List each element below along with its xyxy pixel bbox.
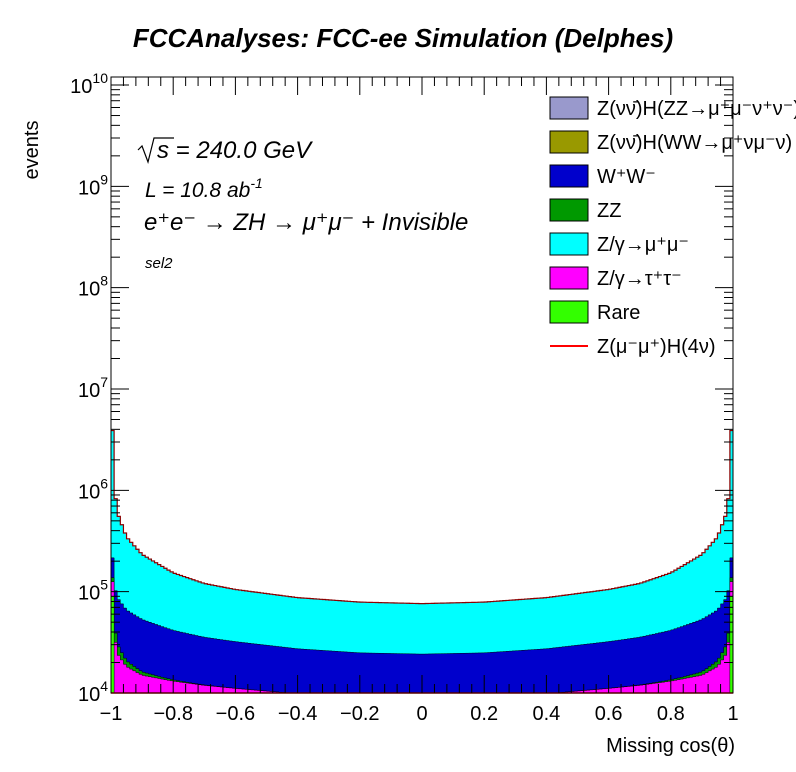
x-axis: −1 −0.8 −0.6 −0.4 −0.2 0 0.2 0.4 0.6 0.8 1: [100, 77, 739, 725]
legend-swatch-zz: [549, 198, 589, 222]
x-tick-label: 0: [416, 703, 427, 725]
legend-swatch-rare: [549, 300, 589, 324]
x-tick-label: 1: [727, 703, 738, 725]
lumi-text: L = 10.8 ab: [145, 179, 251, 202]
legend-swatch-z-h-zz-: [549, 96, 589, 120]
legend-swatch-z-h-ww-: [549, 130, 589, 154]
x-tick-label: −0.4: [278, 703, 317, 725]
legend-label-z-h-ww-: Z(νν̄)H(WW→μ⁺νμ⁻ν): [597, 132, 792, 154]
legend-label-z-: Z/γ→μ⁺μ⁻: [597, 234, 689, 256]
y-tick-label: 106: [78, 475, 108, 503]
y-axis-label: events: [21, 121, 43, 180]
x-tick-label: −0.2: [340, 703, 379, 725]
legend-swatch-z-: [549, 232, 589, 256]
legend-label-z-h-4-: Z(μ⁻μ⁺)H(4ν): [597, 336, 716, 358]
annotation-lumi: L = 10.8 ab-1: [145, 175, 263, 202]
x-axis-label: Missing cos(θ): [606, 735, 735, 757]
x-tick-label: 0.4: [532, 703, 560, 725]
x-tick-label: 0.8: [657, 703, 685, 725]
legend-label-zz: ZZ: [597, 200, 621, 222]
stack-layer-w-w-: [110, 557, 734, 694]
legend-label-z-: Z/γ→τ⁺τ⁻: [597, 268, 682, 290]
chart-title: FCCAnalyses: FCC-ee Simulation (Delphes): [133, 23, 673, 53]
stack-total-outline: [111, 429, 733, 605]
annotation-sqrt-s: s = 240.0 GeV: [137, 137, 313, 165]
sqrt-s-text: s = 240.0 GeV: [157, 137, 313, 164]
y-tick-label: 108: [78, 273, 108, 301]
x-tick-label: 0.2: [470, 703, 498, 725]
y-tick-label: 105: [78, 577, 108, 605]
legend-swatch-w-w-: [549, 164, 589, 188]
annotation-selection: sel2: [145, 255, 173, 272]
y-tick-label: 109: [78, 171, 108, 199]
y-tick-label: 104: [78, 678, 108, 706]
legend-label-w-w-: W⁺W⁻: [597, 166, 656, 188]
x-tick-label: −0.8: [153, 703, 192, 725]
lumi-exponent: -1: [250, 175, 262, 191]
x-tick-label: −1: [100, 703, 123, 725]
y-tick-label: 1010: [70, 70, 108, 98]
y-tick-label: 107: [78, 374, 108, 402]
legend-swatch-z-: [549, 266, 589, 290]
y-axis: 104 105 106 107 108 109 1010: [70, 70, 733, 706]
sqrt-icon: [137, 137, 174, 165]
x-tick-label: −0.6: [216, 703, 255, 725]
legend: Z(νν̄)H(ZZ→μ⁺μ⁻ν⁺ν⁻) Z(νν̄)H(WW→μ⁺νμ⁻ν) W⁺…: [549, 96, 796, 358]
stacked-histogram: [110, 429, 734, 694]
x-tick-label: 0.6: [595, 703, 623, 725]
legend-label-rare: Rare: [597, 302, 640, 324]
legend-label-z-h-zz-: Z(νν̄)H(ZZ→μ⁺μ⁻ν⁺ν⁻): [597, 98, 796, 120]
annotation-process: e⁺e⁻ → ZH → μ⁺μ⁻ + Invisible: [144, 209, 468, 236]
